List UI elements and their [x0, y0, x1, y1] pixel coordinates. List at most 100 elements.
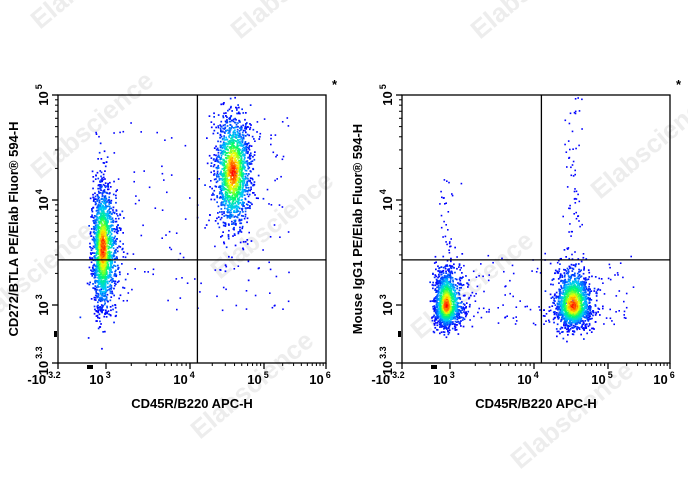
event-dot: [249, 179, 251, 182]
event-dot: [109, 207, 111, 210]
event-dot: [227, 200, 230, 203]
event-dot: [104, 203, 107, 205]
event-dot: [229, 143, 232, 145]
event-dot: [236, 216, 238, 218]
event-dot: [122, 251, 125, 253]
event-dot: [222, 186, 225, 188]
event-dot: [440, 297, 443, 300]
event-dot: [106, 260, 108, 262]
event-dot: [447, 302, 449, 304]
event-dot: [234, 160, 237, 163]
event-dot: [468, 296, 471, 299]
event-dot: [105, 200, 108, 203]
event-dot: [240, 180, 242, 182]
event-dot: [223, 102, 225, 104]
event-dot: [108, 273, 111, 276]
event-dot: [549, 309, 552, 312]
event-dot: [242, 163, 244, 166]
event-dot: [630, 255, 632, 258]
event-dot: [101, 292, 104, 295]
event-dot: [622, 276, 624, 279]
event-dot: [231, 202, 234, 205]
event-dot: [107, 186, 109, 188]
event-dot: [104, 197, 107, 199]
event-dot: [239, 127, 241, 129]
x-tick-label: -10 3.2: [27, 370, 60, 387]
event-dot: [103, 286, 106, 288]
event-dot: [453, 314, 455, 317]
event-dot: [242, 124, 244, 127]
event-dot: [440, 324, 443, 327]
event-dot: [446, 243, 448, 246]
event-dot: [231, 256, 233, 259]
event-dot: [245, 169, 248, 172]
event-dot: [108, 212, 111, 214]
event-dot: [222, 103, 225, 106]
event-dot: [99, 276, 101, 278]
event-dot: [246, 126, 249, 128]
event-dot: [434, 322, 437, 324]
event-dot: [97, 310, 99, 313]
event-dot: [231, 173, 234, 175]
event-dot: [226, 169, 228, 172]
event-dot: [213, 158, 215, 160]
event-dot: [501, 257, 503, 260]
event-dot: [615, 295, 618, 297]
event-dot: [451, 300, 454, 303]
event-dot: [102, 287, 105, 290]
event-dot: [112, 209, 114, 211]
event-dot: [167, 299, 169, 302]
event-dot: [436, 329, 439, 331]
event-dot: [229, 213, 232, 216]
event-dot: [211, 194, 213, 196]
event-dot: [96, 289, 98, 291]
event-dot: [623, 316, 626, 319]
event-dot: [123, 217, 125, 219]
event-dot: [235, 189, 238, 192]
event-dot: [231, 220, 233, 223]
event-dot: [109, 262, 112, 265]
event-dot: [107, 286, 109, 288]
event-dot: [459, 297, 461, 299]
event-dot: [226, 193, 229, 195]
event-dot: [239, 184, 242, 187]
event-dot: [102, 212, 105, 214]
event-dot: [462, 276, 464, 278]
event-dot: [247, 142, 250, 144]
event-dot: [450, 260, 452, 263]
event-dot: [111, 243, 114, 246]
event-dot: [459, 298, 462, 300]
event-dot: [228, 191, 231, 194]
event-dot: [228, 127, 231, 130]
event-dot: [114, 235, 116, 238]
event-dot: [113, 273, 116, 276]
event-dot: [452, 285, 454, 287]
event-dot: [225, 288, 227, 291]
event-dot: [443, 323, 445, 325]
event-dot: [228, 136, 231, 139]
event-dot: [101, 270, 104, 272]
event-dot: [116, 246, 119, 249]
event-dot: [103, 261, 106, 264]
event-dot: [437, 310, 440, 312]
event-dot: [102, 270, 105, 272]
event-dot: [240, 191, 243, 194]
event-dot: [237, 152, 240, 155]
event-dot: [581, 98, 583, 101]
event-dot: [104, 280, 107, 283]
event-dot: [226, 167, 228, 169]
event-dot: [460, 286, 462, 289]
event-dot: [114, 265, 117, 267]
event-dot: [220, 216, 223, 219]
event-dot: [444, 265, 446, 268]
event-dot: [232, 140, 235, 143]
event-dot: [228, 147, 231, 149]
event-dot: [238, 213, 240, 216]
event-dot: [101, 246, 104, 248]
event-dot: [237, 214, 239, 216]
event-dot: [249, 152, 252, 155]
event-dot: [235, 211, 238, 213]
event-dot: [287, 125, 290, 127]
event-dot: [223, 112, 225, 115]
event-dot: [447, 297, 449, 299]
